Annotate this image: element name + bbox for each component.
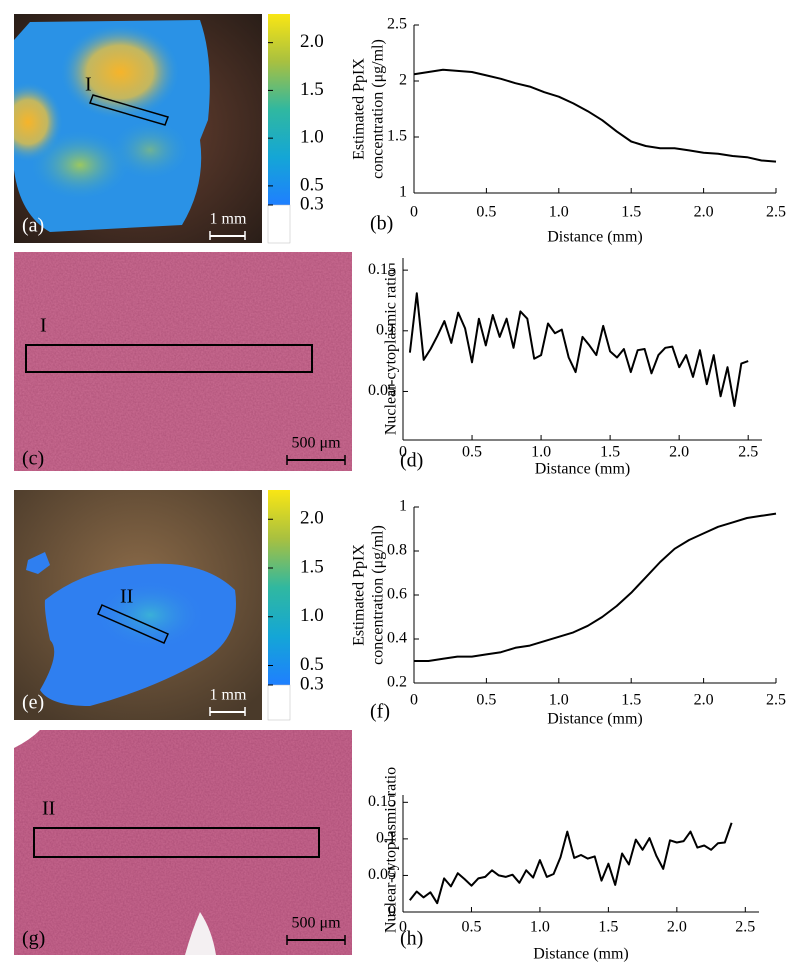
y-tick-label: 0.05: [368, 866, 396, 883]
panel-label: (b): [370, 213, 393, 235]
x-tick-label: 1.5: [621, 204, 641, 221]
x-tick-label: 0: [410, 204, 418, 221]
colorbar-tick-label: 1.5: [300, 556, 324, 577]
x-tick-label: 2.0: [667, 919, 687, 936]
x-tick-label: 2.5: [766, 204, 786, 221]
colorbar-tick-label: 0.3: [300, 673, 324, 694]
colorbar-floor: [267, 684, 291, 721]
data-line: [414, 512, 777, 662]
y-axis-label: concentration (μg/ml): [370, 525, 387, 665]
colorbar-floor: [267, 204, 291, 244]
panel-label: (f): [370, 701, 390, 723]
y-tick-label: 0.2: [387, 674, 407, 691]
x-tick-label: 1.0: [549, 692, 569, 709]
scale-bar-label: 1 mm: [210, 687, 247, 704]
region-label: II: [120, 586, 133, 608]
y-tick-label: 1: [399, 498, 407, 515]
colorbar-tick-label: 1.0: [300, 605, 324, 626]
scale-bar-label: 500 μm: [291, 435, 341, 452]
x-tick-label: 1.0: [531, 444, 551, 461]
x-tick-label: 0.5: [462, 444, 482, 461]
y-tick-label: 0.15: [368, 261, 396, 278]
x-tick-label: 0: [399, 919, 407, 936]
x-tick-label: 2.5: [738, 444, 758, 461]
x-tick-label: 1.5: [621, 692, 641, 709]
data-line: [409, 822, 733, 905]
histology-image: [14, 252, 352, 471]
colorbar-tick-label: 2.0: [300, 508, 324, 529]
x-tick-label: 1.5: [598, 919, 618, 936]
x-tick-label: 2.0: [694, 692, 714, 709]
x-tick-label: 2.5: [766, 692, 786, 709]
y-axis-label: Nuclear-cytoplasmic ratio: [383, 767, 400, 933]
y-axis-label: Estimated PpIX: [351, 544, 368, 646]
colorbar-tick-label: 2.0: [300, 31, 324, 52]
x-axis-label: Distance (mm): [547, 229, 643, 246]
y-tick-label: 0.6: [387, 586, 407, 603]
x-tick-label: 2.5: [735, 919, 755, 936]
y-tick-label: 0: [388, 903, 396, 920]
y-tick-label: 0.8: [387, 542, 407, 559]
x-tick-label: 2.0: [694, 204, 714, 221]
panel-label: (d): [400, 450, 423, 472]
colorbar-tick-label: 1.5: [300, 79, 324, 100]
fluorescence-image: [14, 14, 262, 243]
region-label: I: [40, 315, 47, 337]
histology-image: [14, 730, 352, 955]
x-axis-label: Distance (mm): [535, 461, 631, 478]
panel-label: (g): [22, 928, 45, 950]
x-tick-label: 0.5: [461, 919, 481, 936]
colorbar-tick-label: 0.5: [300, 654, 324, 675]
y-axis-label: concentration (μg/ml): [370, 39, 387, 179]
y-tick-label: 0.15: [368, 793, 396, 810]
y-axis-label: Estimated PpIX: [351, 58, 368, 160]
y-tick-label: 2.5: [387, 16, 407, 33]
region-label: I: [85, 74, 92, 96]
y-axis-label: Nuclear-cytoplasmic ratio: [383, 269, 400, 435]
colorbar-tick-label: 0.5: [300, 174, 324, 195]
x-tick-label: 2.0: [669, 444, 689, 461]
x-tick-label: 0.5: [476, 692, 496, 709]
y-tick-label: 0.4: [387, 630, 407, 647]
colorbar: [268, 14, 290, 205]
colorbar-tick-label: 1.0: [300, 127, 324, 148]
x-axis-label: Distance (mm): [533, 946, 629, 963]
colorbar-tick-label: 0.3: [300, 193, 324, 214]
y-tick-label: 0.1: [376, 830, 396, 847]
scale-bar-label: 500 μm: [291, 915, 341, 932]
x-axis-label: Distance (mm): [547, 711, 643, 728]
scale-bar-label: 1 mm: [210, 211, 247, 228]
x-tick-label: 0: [399, 444, 407, 461]
panel-label: (c): [22, 448, 44, 470]
panel-label: (h): [400, 928, 423, 950]
x-tick-label: 1.0: [530, 919, 550, 936]
y-tick-label: 1.5: [387, 128, 407, 145]
y-tick-label: 0.05: [368, 382, 396, 399]
data-line: [413, 68, 777, 163]
colorbar: [268, 490, 290, 685]
y-tick-label: 0.1: [376, 321, 396, 338]
x-tick-label: 0.5: [476, 204, 496, 221]
y-tick-label: 2: [399, 72, 407, 89]
x-tick-label: 1.0: [549, 204, 569, 221]
panel-label: (e): [22, 692, 44, 714]
data-line: [408, 292, 749, 407]
x-tick-label: 0: [410, 692, 418, 709]
panel-label: (a): [22, 215, 44, 237]
fluorescence-image: [14, 490, 262, 720]
x-tick-label: 1.5: [600, 444, 620, 461]
region-label: II: [42, 798, 55, 820]
y-tick-label: 1: [399, 184, 407, 201]
